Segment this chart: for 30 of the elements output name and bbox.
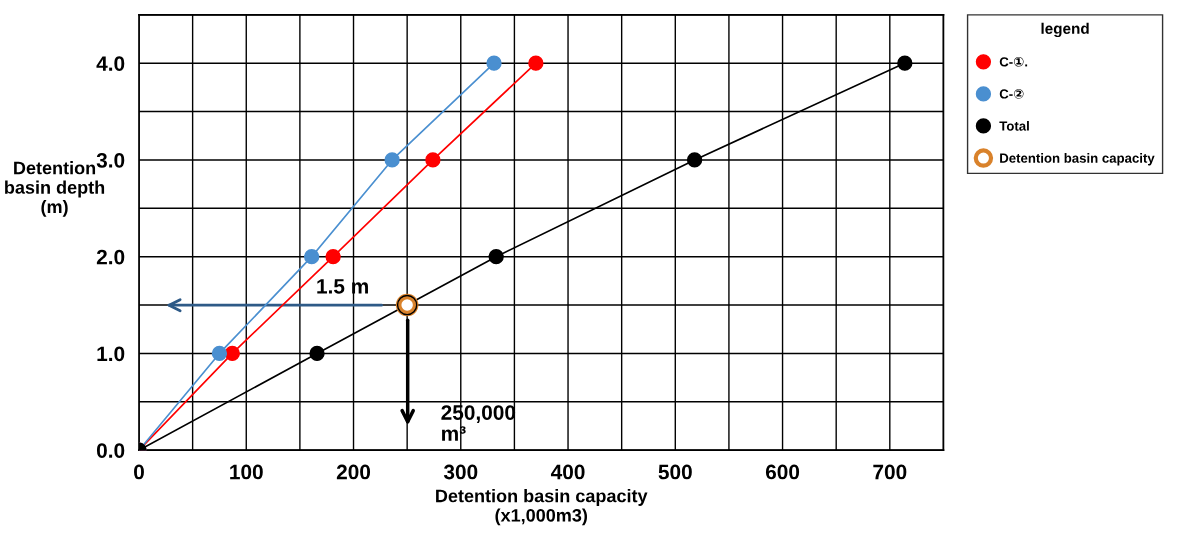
point [686, 152, 703, 168]
point [425, 152, 441, 168]
legend-title: legend [1041, 22, 1089, 38]
x-tick-label: 100 [230, 464, 263, 480]
y-tick-label: 1.0 [97, 346, 125, 362]
y-tick-label: 2.0 [96, 249, 125, 265]
point [224, 345, 240, 362]
x-tick-label: 0 [134, 464, 144, 480]
legend-label: Total [999, 121, 1029, 131]
x-axis-title: Detention basin capacity (x1,000m3) [436, 489, 648, 526]
legend-label: Detention basin capacity [1000, 153, 1155, 166]
point [488, 249, 504, 265]
x-tick-label: 400 [550, 464, 585, 480]
point [528, 55, 544, 71]
point [309, 345, 325, 362]
point [325, 249, 341, 265]
x-tick-label: 700 [873, 464, 907, 480]
legend-label: C-①. [999, 56, 1028, 67]
y-tick-label: 0.0 [96, 443, 125, 458]
x-tick-label: 600 [765, 464, 800, 480]
legend-label: C-② [999, 89, 1024, 99]
x-tick-label: 500 [658, 464, 692, 480]
point [304, 249, 320, 265]
x-tick-label: 200 [336, 464, 371, 480]
y-tick-label: 4.0 [96, 56, 125, 71]
point [211, 345, 228, 362]
point [486, 55, 502, 71]
point [897, 55, 913, 71]
point [384, 152, 400, 168]
x-tick-label: 300 [443, 464, 478, 480]
